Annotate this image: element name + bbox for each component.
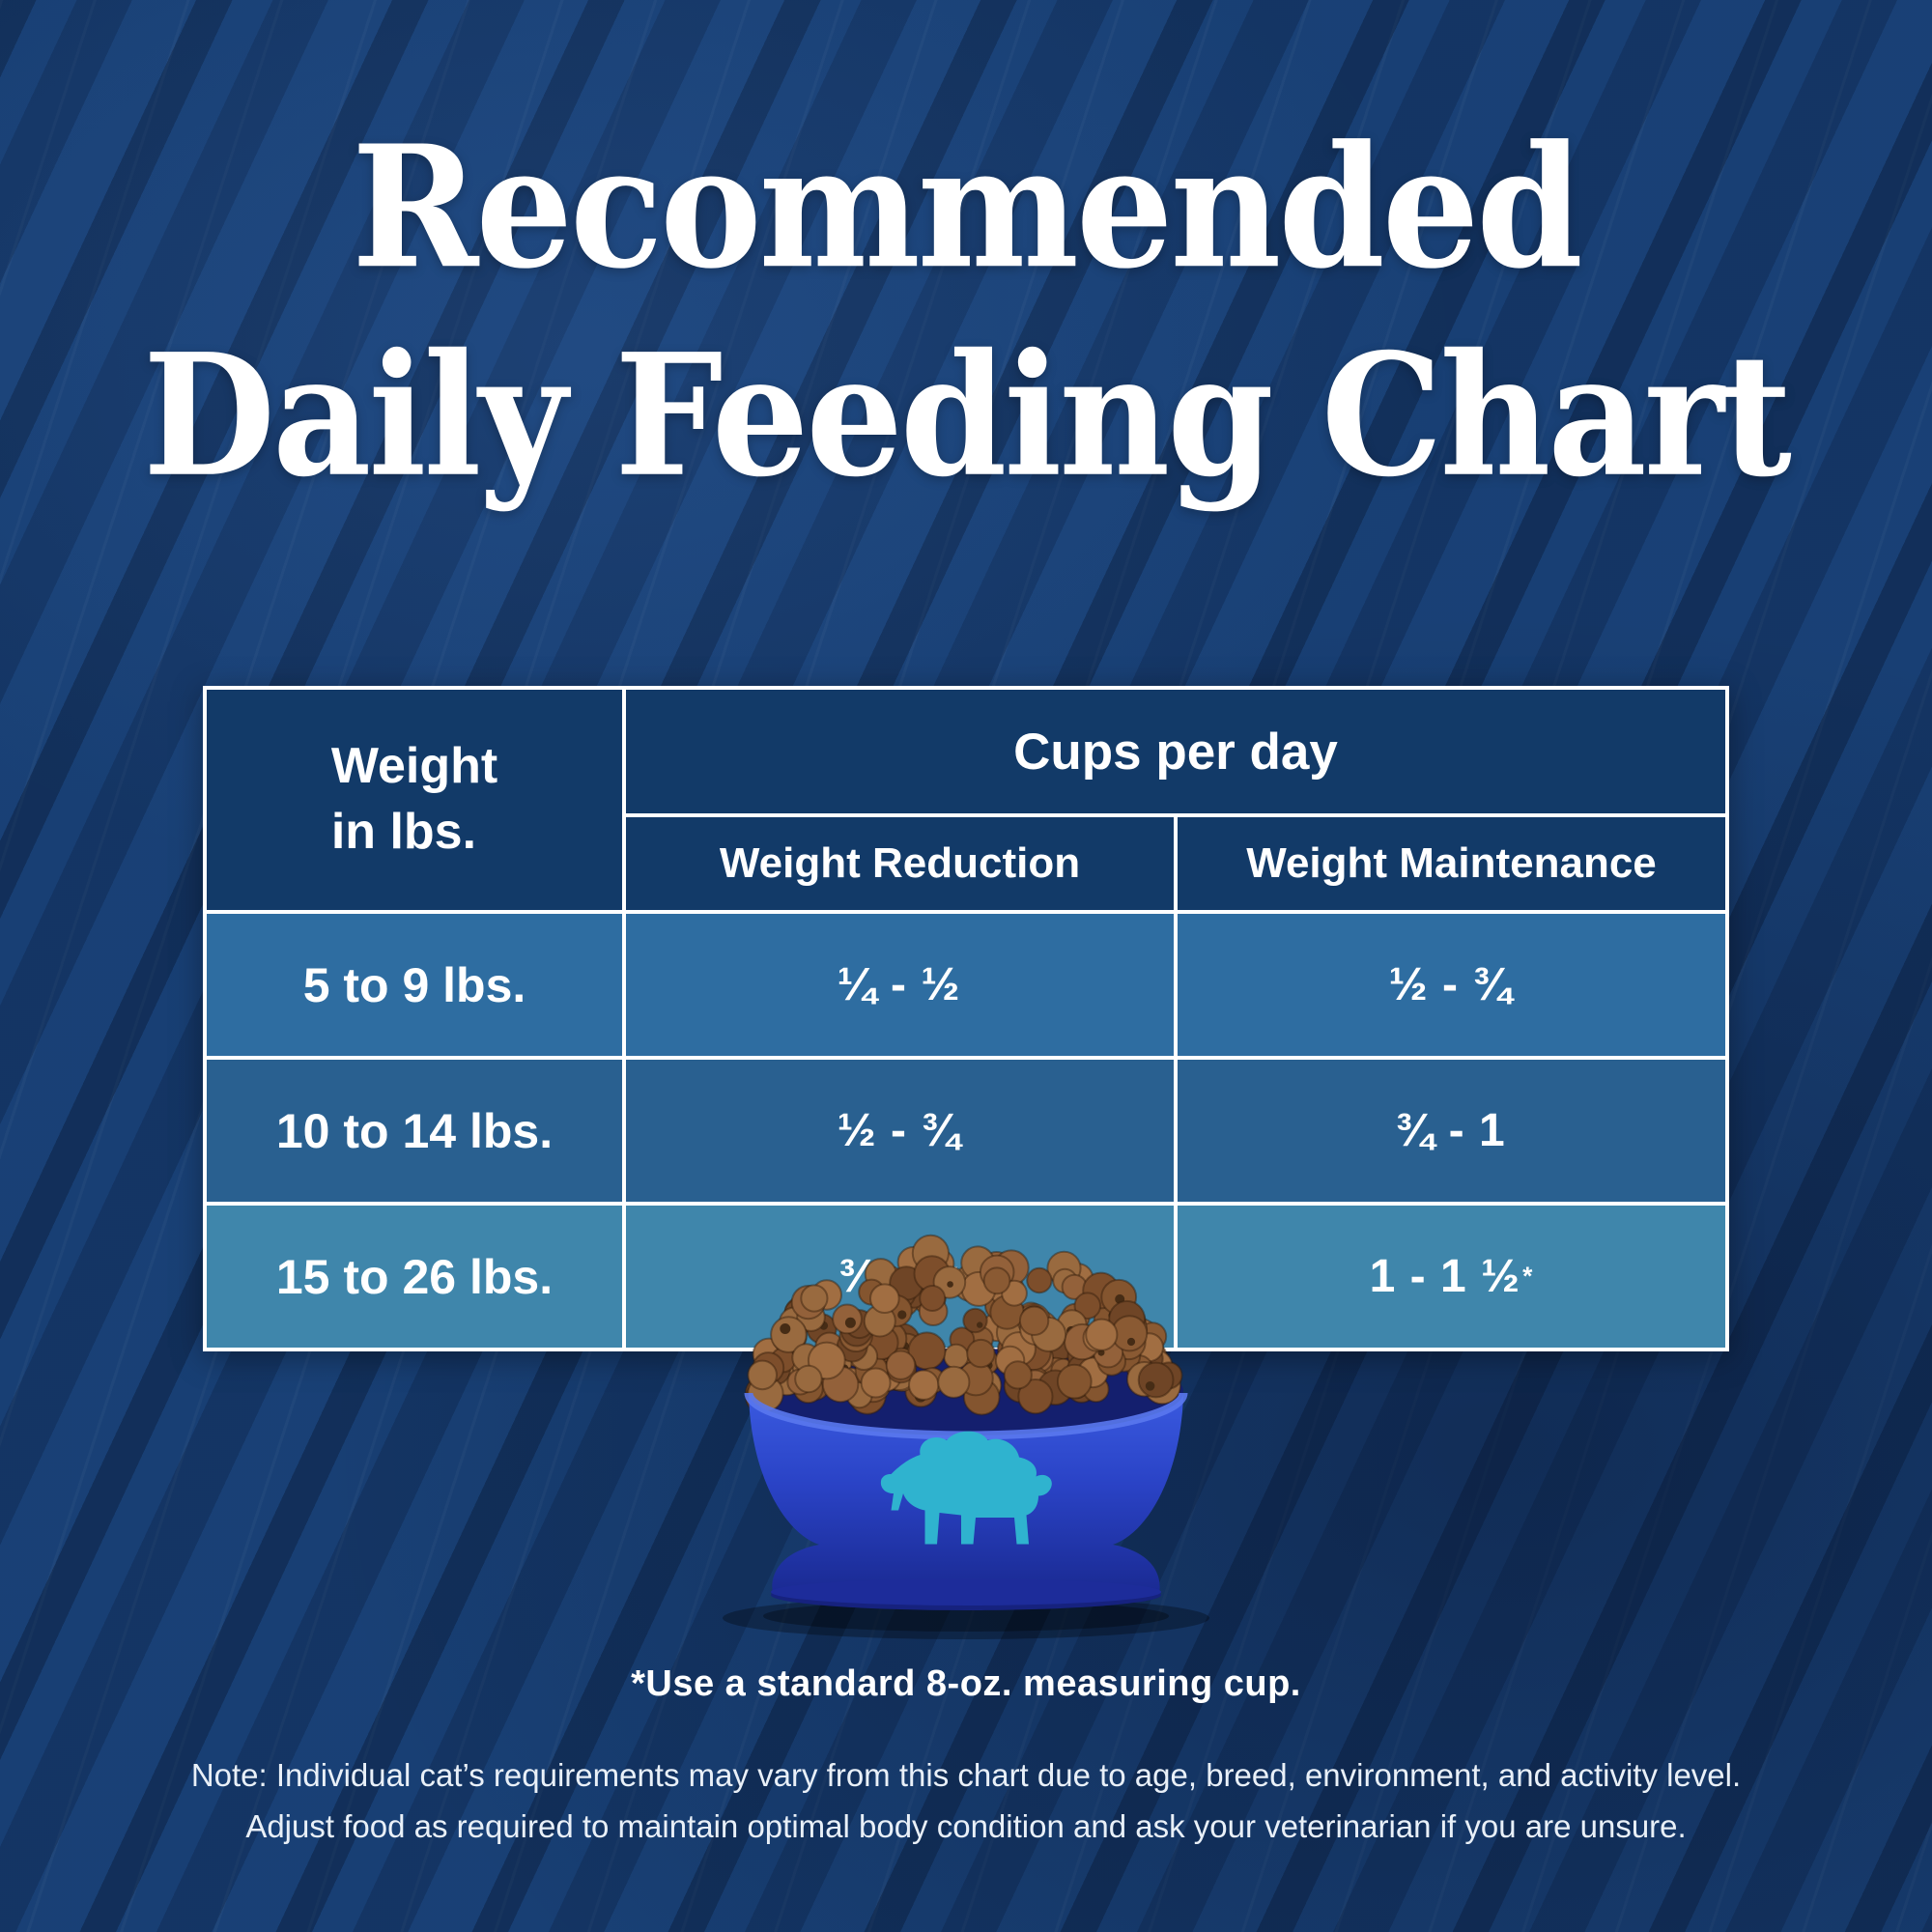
table-row-2-weight: 10 to 14 lbs. xyxy=(207,1060,622,1202)
table-row-1-reduction: ¼ - ½ xyxy=(626,914,1174,1056)
weight-column-header: Weight in lbs. xyxy=(207,690,622,910)
table-row-1-maintenance: ½ - ¾ xyxy=(1178,914,1725,1056)
pet-food-bowl-illustration xyxy=(667,1212,1265,1666)
buffalo-logo-icon xyxy=(880,1431,1052,1545)
page-title: Recommended Daily Feeding Chart xyxy=(0,104,1932,521)
table-row-3-weight: 15 to 26 lbs. xyxy=(207,1206,622,1348)
table-row-1-weight: 5 to 9 lbs. xyxy=(207,914,622,1056)
feeding-table: Weight in lbs. Cups per day Weight Reduc… xyxy=(203,686,1729,1351)
kibble-heap xyxy=(744,1234,1183,1416)
page-title-line2: Daily Feeding Chart xyxy=(143,317,1792,515)
weight-maintenance-header: Weight Maintenance xyxy=(1178,817,1725,910)
bowl-shadow xyxy=(723,1597,1209,1639)
measuring-cup-footnote: *Use a standard 8-oz. measuring cup. xyxy=(631,1663,1301,1704)
page-title-line1: Recommended xyxy=(352,109,1583,307)
pet-food-bowl-svg xyxy=(723,1234,1209,1639)
cups-per-day-header: Cups per day xyxy=(626,690,1725,813)
disclaimer-note-line2: Adjust food as required to maintain opti… xyxy=(245,1807,1687,1844)
table-row-2-reduction: ½ - ¾ xyxy=(626,1060,1174,1202)
table-row-3-maintenance: 1 - 1 ½ * xyxy=(1178,1206,1725,1348)
weight-reduction-header: Weight Reduction xyxy=(626,817,1174,910)
table-row-2-maintenance: ¾ - 1 xyxy=(1178,1060,1725,1202)
disclaimer-note-line1: Note: Individual cat’s requirements may … xyxy=(190,1757,1742,1793)
disclaimer-note: Note: Individual cat’s requirements may … xyxy=(0,1750,1932,1853)
